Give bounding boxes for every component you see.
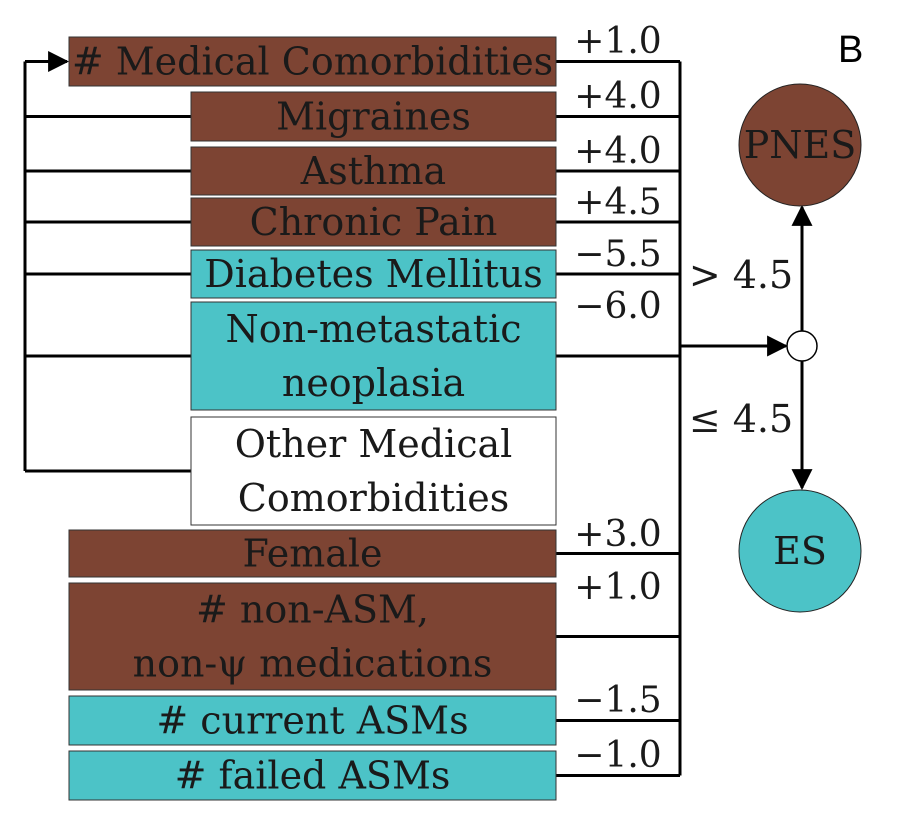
feature-box (190, 416, 557, 526)
es-label: ES (773, 529, 827, 573)
feature-medical-comorbidities: # Medical Comorbidities (68, 36, 557, 87)
feature-non-asm-medications: # non-ASM, non-ψ medications (68, 582, 557, 691)
feature-label: Asthma (300, 149, 446, 193)
feature-label: # Medical Comorbidities (72, 40, 553, 84)
panel-label: B (838, 29, 863, 71)
feature-chronic-pain: Chronic Pain (190, 197, 557, 247)
feature-diabetes-mellitus: Diabetes Mellitus (190, 249, 557, 299)
feature-box (190, 249, 557, 299)
threshold-below-label: ≤ 4.5 (689, 397, 793, 441)
feature-asthma: Asthma (190, 146, 557, 196)
weight-label: −1.0 (574, 735, 661, 776)
feature-failed-asms: # failed ASMs (68, 750, 557, 801)
feature-label: Migraines (276, 95, 471, 139)
pnes-label: PNES (744, 123, 857, 167)
feature-label: # non-ASM, (196, 588, 429, 632)
connector-lines (23, 51, 682, 777)
threshold-node (786, 330, 818, 362)
feature-label: neoplasia (282, 361, 465, 405)
feature-box (68, 529, 557, 578)
feature-boxes: # Medical Comorbidities Migraines Asthma Ch… (68, 36, 557, 801)
weight-label: +4.5 (574, 182, 661, 223)
feature-label: # current ASMs (156, 699, 468, 743)
feature-label: Female (242, 532, 382, 576)
weight-label: −1.5 (574, 680, 661, 721)
feature-label: Chronic Pain (250, 200, 498, 244)
feature-non-metastatic-neoplasia: Non-metastatic neoplasia (190, 301, 557, 411)
feature-weights: +1.0 +4.0 +4.0 +4.5 −5.5 −6.0 +3.0 +1.0 −1.5 −1.0 (574, 21, 661, 776)
feature-label: # failed ASMs (175, 754, 451, 798)
feature-label: Comorbidities (238, 476, 509, 520)
weight-label: −5.5 (574, 234, 661, 275)
feature-box (68, 695, 557, 746)
feature-box (68, 36, 557, 87)
outcome-es: ES (738, 489, 862, 613)
feature-label: Diabetes Mellitus (204, 252, 543, 296)
feature-box (68, 582, 557, 691)
feature-box (190, 197, 557, 247)
decision-section: > 4.5 ≤ 4.5 PNES ES (680, 83, 862, 613)
feature-migraines: Migraines (190, 91, 557, 142)
feature-female: Female (68, 529, 557, 578)
weight-label: +3.0 (574, 514, 661, 555)
feature-box (190, 146, 557, 196)
feature-label: Non-metastatic (225, 307, 521, 351)
feature-other-medical-comorbidities: Other Medical Comorbidities (190, 416, 557, 526)
weight-label: +1.0 (574, 567, 661, 608)
weight-label: −6.0 (574, 286, 661, 327)
feature-box (190, 301, 557, 411)
weight-label: +4.0 (574, 76, 661, 117)
feature-label: Other Medical (235, 422, 513, 466)
feature-box (68, 750, 557, 801)
feature-box (190, 91, 557, 142)
outcome-pnes: PNES (738, 83, 862, 207)
threshold-above-label: > 4.5 (689, 253, 793, 297)
pnes-circle (738, 83, 862, 207)
weight-label: +4.0 (574, 131, 661, 172)
weight-label: +1.0 (574, 21, 661, 62)
feature-label: non-ψ medications (133, 642, 493, 686)
feature-current-asms: # current ASMs (68, 695, 557, 746)
es-circle (738, 489, 862, 613)
